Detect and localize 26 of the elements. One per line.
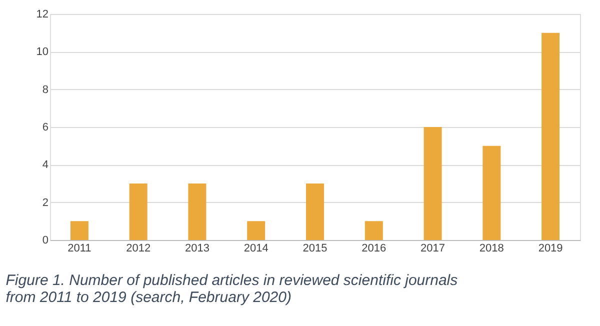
x-tick-label: 2011 [68, 242, 92, 254]
bar [542, 32, 560, 240]
x-tick-label: 2014 [244, 242, 268, 254]
y-tick-label: 4 [42, 159, 48, 172]
x-tick-label: 2013 [184, 242, 210, 254]
x-tick-label: 2015 [302, 242, 328, 254]
bar [247, 221, 266, 240]
x-tick-label: 2012 [126, 242, 151, 254]
y-tick-label: 6 [42, 122, 48, 134]
bar [306, 184, 324, 240]
bar [482, 146, 501, 240]
bar [188, 184, 206, 240]
bar [129, 184, 148, 240]
x-tick-label: 2016 [362, 242, 386, 254]
bar [364, 221, 383, 240]
bar [424, 127, 442, 240]
bar [70, 221, 88, 240]
y-tick-label: 12 [36, 8, 48, 20]
x-tick-label: 2017 [420, 242, 446, 254]
y-tick-label: 0 [42, 234, 48, 246]
caption: Figure 1. Number of published articles in reviewed scientific journals from 2011 to 2019 (search, February 2020) [6, 272, 458, 306]
y-tick-label: 8 [42, 84, 48, 96]
x-tick-label: 2018 [479, 242, 504, 254]
y-tick-label: 10 [36, 46, 48, 58]
y-tick-label: 2 [42, 196, 48, 209]
x-tick-label: 2019 [538, 242, 563, 254]
